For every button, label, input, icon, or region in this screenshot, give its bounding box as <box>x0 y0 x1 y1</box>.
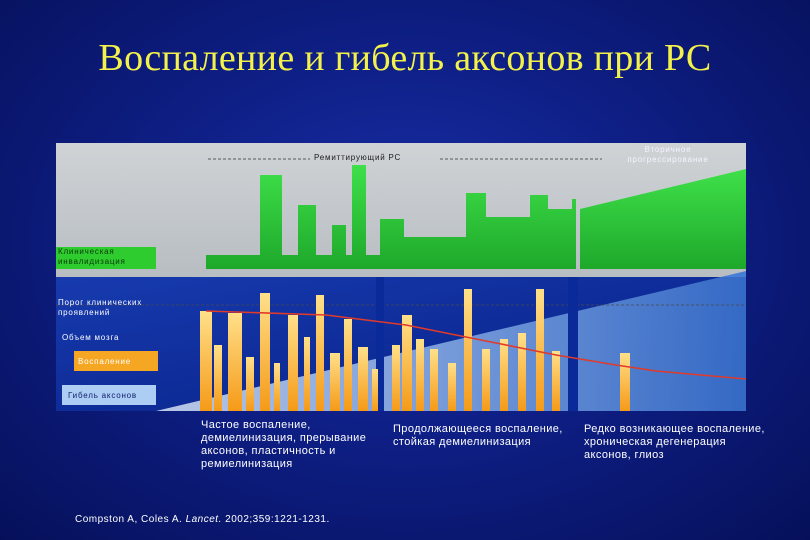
legend-axonal-box <box>62 385 156 405</box>
axonal-loss-wedge <box>156 271 746 411</box>
legend-disability-box <box>56 247 156 269</box>
legend-clinical-disability: Клиническая инвалидизация <box>58 247 126 266</box>
caption-late: Редко возникающее воспаление, хроническа… <box>584 423 765 461</box>
diagram-graphic <box>56 143 746 411</box>
separator-1 <box>376 277 384 411</box>
legend-brain-volume: Объем мозга <box>62 333 120 342</box>
phase-relapsing-label: Ремиттирующий РС <box>314 153 402 162</box>
caption-early: Частое воспаление, демиелинизация, преры… <box>201 419 367 470</box>
brain-volume-line <box>205 310 746 380</box>
phase-secondary-label: Вторичное прогрессирование <box>627 145 709 164</box>
reference-authors: Compston A, Coles A. <box>75 514 183 525</box>
reference-details: 2002;359:1221-1231. <box>225 514 330 525</box>
legend-axonal-loss: Гибель аксонов <box>68 391 137 400</box>
disability-progressive <box>580 169 746 269</box>
caption-middle: Продолжающееся воспаление, стойкая демие… <box>393 423 563 448</box>
reference-journal: Lancet. <box>185 514 222 525</box>
inflammation-bars <box>200 289 630 411</box>
legend-clinical-threshold: Порог клинических проявлений <box>58 298 143 317</box>
legend-inflammation: Воспаление <box>78 357 132 366</box>
reference: Compston A, Coles A. Lancet. 2002;359:12… <box>75 514 330 525</box>
separator-2 <box>568 277 578 411</box>
slide-title: Воспаление и гибель аксонов при РС <box>98 37 712 79</box>
ms-course-diagram: Ремиттирующий РС Вторичное прогрессирова… <box>56 143 746 411</box>
disability-area <box>206 165 576 269</box>
legend-inflammation-box <box>74 351 158 371</box>
